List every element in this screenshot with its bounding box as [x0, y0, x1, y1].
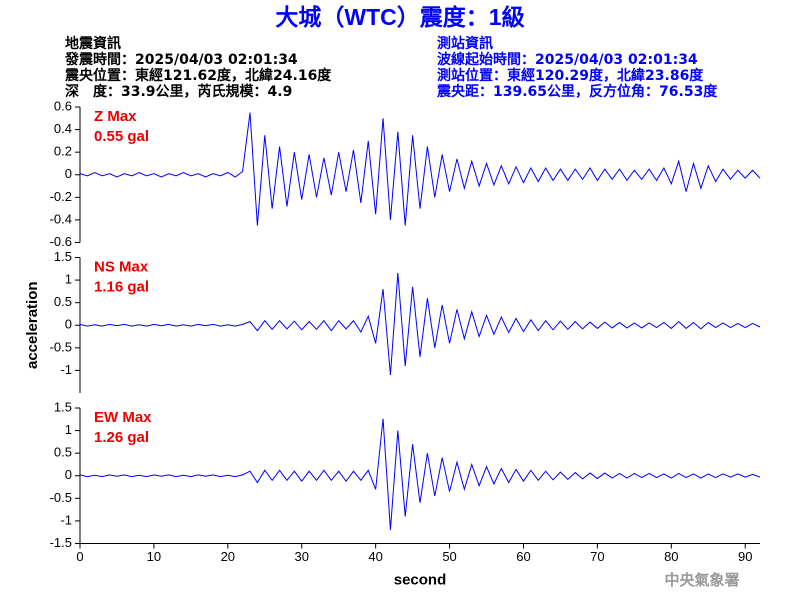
y-tick-label: -1 — [60, 362, 72, 377]
annotation: EW Max — [94, 409, 152, 426]
y-tick-label: 0.6 — [54, 98, 72, 113]
annotation: NS Max — [94, 258, 149, 275]
y-tick-label: 0 — [65, 166, 72, 181]
info-line: 測站資訊 — [437, 35, 493, 52]
x-tick-label: 10 — [147, 549, 161, 564]
y-tick-label: -0.4 — [50, 211, 72, 226]
y-tick-label: 1.5 — [54, 399, 72, 414]
x-tick-label: 60 — [516, 549, 530, 564]
y-tick-label: 0.5 — [54, 294, 72, 309]
y-tick-label: 0.2 — [54, 144, 72, 159]
trace — [79, 418, 761, 530]
y-tick-label: 0.5 — [54, 445, 72, 460]
info-line: 地震資訊 — [65, 35, 121, 52]
y-tick-label: -0.5 — [50, 490, 72, 505]
trace — [79, 112, 761, 226]
y-tick-label: 1 — [65, 422, 72, 437]
y-tick-label: 0 — [65, 317, 72, 332]
y-tick-label: 0 — [65, 467, 72, 482]
x-tick-label: 40 — [368, 549, 382, 564]
x-tick-label: 50 — [442, 549, 456, 564]
x-tick-label: 90 — [738, 549, 752, 564]
y-tick-label: -0.5 — [50, 339, 72, 354]
title: 大城（WTC）震度：1級 — [275, 4, 524, 30]
quake-info: 地震資訊 發震時間：2025/04/03 02:01:34 震央位置：東經121… — [64, 35, 332, 100]
x-tick-label: 70 — [590, 549, 604, 564]
annotation: 1.26 gal — [94, 429, 149, 446]
annotation: 1.16 gal — [94, 278, 149, 295]
info-line: 深 度：33.9公里，芮氏規模：4.9 — [65, 83, 292, 100]
x-tick-label: 80 — [664, 549, 678, 564]
trace — [79, 272, 761, 375]
y-tick-label: 1 — [65, 272, 72, 287]
y-tick-label: -1.5 — [50, 535, 72, 550]
y-tick-label: -0.6 — [50, 234, 72, 249]
y-tick-label: -1 — [60, 512, 72, 527]
y-axis-label: acceleration — [24, 281, 41, 369]
x-tick-label: 30 — [295, 549, 309, 564]
info-line: 震央距：139.65公里，反方位角：76.53度 — [436, 83, 718, 100]
y-tick-label: 1.5 — [54, 249, 72, 264]
x-axis-label: second — [394, 571, 447, 588]
y-tick-label: 0.4 — [54, 121, 72, 136]
info-line: 測站位置：東經120.29度，北緯23.86度 — [437, 67, 704, 84]
credit: 中央氣象署 — [664, 571, 739, 589]
annotation: Z Max — [94, 108, 137, 125]
x-tick-label: 20 — [221, 549, 235, 564]
y-tick-label: -0.2 — [50, 189, 72, 204]
info-line: 震央位置：東經121.62度，北緯24.16度 — [64, 67, 332, 84]
annotation: 0.55 gal — [94, 128, 149, 145]
x-tick-label: 0 — [76, 549, 83, 564]
info-line: 波線起始時間：2025/04/03 02:01:34 — [437, 51, 698, 68]
info-line: 發震時間：2025/04/03 02:01:34 — [64, 51, 298, 68]
station-info: 測站資訊 波線起始時間：2025/04/03 02:01:34 測站位置：東經1… — [436, 35, 718, 100]
